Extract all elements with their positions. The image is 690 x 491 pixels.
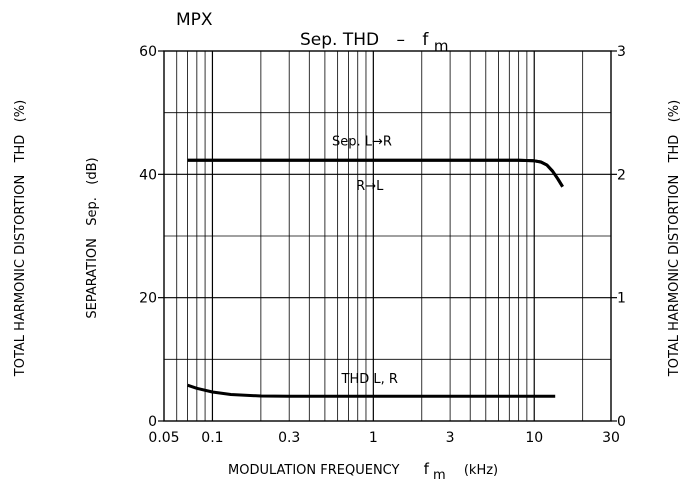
y-tick-label-right: 3 — [617, 44, 626, 60]
y-tick-label-left: 40 — [139, 167, 157, 183]
x-tick-label: 0.1 — [201, 430, 223, 446]
y-tick-label-left: 60 — [139, 44, 157, 60]
y-axis-label-left: SEPARATION Sep. (dB) — [85, 157, 100, 318]
y-tick-label-right: 1 — [617, 291, 626, 307]
series-line-3 — [187, 383, 556, 398]
x-axis-label-main: MODULATION FREQUENCY — [228, 463, 400, 478]
chart-title-var-sub: m — [434, 37, 449, 55]
series-line-2 — [187, 158, 564, 188]
series-annotation: THD L, R — [341, 372, 398, 387]
y-tick-label-left: 0 — [148, 414, 157, 430]
series-annotation: R→L — [356, 179, 384, 194]
y-tick-label-right: 0 — [617, 414, 626, 430]
x-axis-label: MODULATION FREQUENCY f m (kHz) — [228, 460, 498, 483]
x-tick-label: 0.05 — [148, 430, 179, 446]
header-label: MPX — [176, 10, 213, 30]
x-axis-label-unit: (kHz) — [464, 463, 498, 478]
series-annotation: Sep. L→R — [332, 134, 392, 149]
chart-title: Sep. THD – f m — [300, 30, 448, 55]
y-tick-label-left: 20 — [139, 291, 157, 307]
chart-title-dash: – — [397, 30, 406, 50]
x-axis-label-var-sub: m — [433, 468, 446, 483]
x-tick-label: 1 — [369, 430, 378, 446]
y-axis-label-right: TOTAL HARMONIC DISTORTION THD (%) — [667, 100, 682, 377]
y-axis-label-far-left: TOTAL HARMONIC DISTORTION THD (%) — [13, 100, 28, 377]
chart-title-var: f — [422, 30, 429, 50]
chart-title-main: Sep. THD — [300, 30, 379, 50]
x-tick-label: 3 — [446, 430, 455, 446]
grid — [164, 51, 611, 421]
plot-frame — [163, 50, 612, 422]
x-axis-label-var: f — [424, 460, 430, 478]
x-tick-label: 0.3 — [278, 430, 300, 446]
annotations: Sep. L→R R→L THD L, R — [332, 134, 398, 386]
series — [187, 158, 564, 398]
x-tick-label: 30 — [602, 430, 620, 446]
y-tick-label-right: 2 — [617, 167, 626, 183]
x-tick-label: 10 — [525, 430, 543, 446]
